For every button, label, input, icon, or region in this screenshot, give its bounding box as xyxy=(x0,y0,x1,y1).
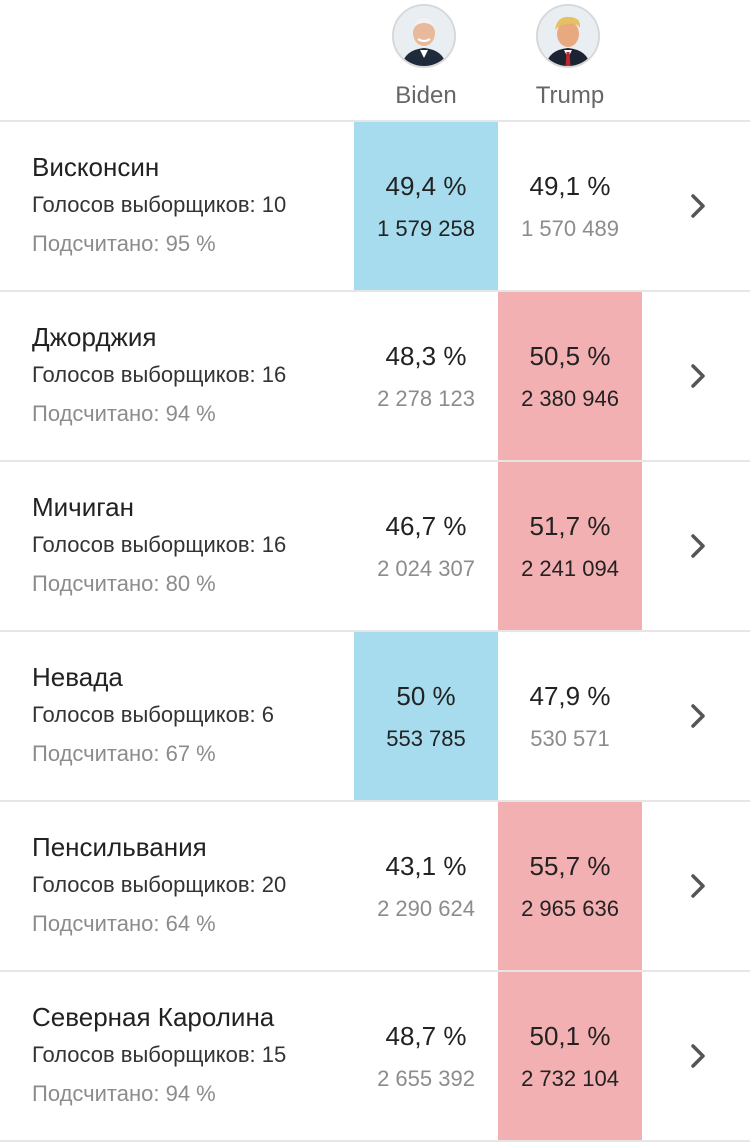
candidate-column-header: Trump xyxy=(498,0,642,122)
vote-percent: 51,7 % xyxy=(529,511,611,541)
state-name: Пенсильвания xyxy=(32,832,207,862)
vote-percent: 50,1 % xyxy=(529,1021,611,1051)
vote-count: 553 785 xyxy=(386,726,466,751)
vote-percent: 49,1 % xyxy=(529,171,611,201)
chevron-right-icon[interactable] xyxy=(686,532,710,560)
state-info: Северная Каролина Голосов выборщиков: 15… xyxy=(32,1002,352,1107)
electoral-votes: Голосов выборщиков: 15 xyxy=(32,1042,287,1067)
candidate-result-cell: 50,1 % 2 732 104 xyxy=(498,972,642,1140)
electoral-votes: Голосов выборщиков: 10 xyxy=(32,192,287,217)
state-row[interactable]: Мичиган Голосов выборщиков: 16 Подсчитан… xyxy=(0,462,750,632)
state-name: Северная Каролина xyxy=(32,1002,275,1032)
vote-percent: 46,7 % xyxy=(385,511,467,541)
counted-percent: Подсчитано: 67 % xyxy=(32,741,216,766)
vote-percent: 49,4 % xyxy=(385,171,467,201)
candidate-avatar xyxy=(392,4,456,68)
candidate-portrait-icon xyxy=(394,6,454,66)
candidate-result-cell: 49,4 % 1 579 258 xyxy=(354,122,498,290)
vote-count: 2 290 624 xyxy=(377,896,475,921)
vote-count: 2 024 307 xyxy=(377,556,475,581)
vote-count: 2 241 094 xyxy=(521,556,619,581)
vote-count: 530 571 xyxy=(530,726,610,751)
counted-percent: Подсчитано: 94 % xyxy=(32,401,216,426)
state-row[interactable]: Северная Каролина Голосов выборщиков: 15… xyxy=(0,972,750,1142)
vote-count: 2 655 392 xyxy=(377,1066,475,1091)
vote-percent: 48,3 % xyxy=(385,341,467,371)
vote-percent: 50,5 % xyxy=(529,341,611,371)
state-name: Висконсин xyxy=(32,152,160,182)
candidate-name: Biden xyxy=(395,82,457,109)
electoral-votes: Голосов выборщиков: 16 xyxy=(32,362,287,387)
electoral-votes: Голосов выборщиков: 6 xyxy=(32,702,275,727)
state-info: Невада Голосов выборщиков: 6 Подсчитано:… xyxy=(32,662,352,767)
candidate-result-cell: 43,1 % 2 290 624 xyxy=(354,802,498,970)
state-row[interactable]: Пенсильвания Голосов выборщиков: 20 Подс… xyxy=(0,802,750,972)
vote-percent: 55,7 % xyxy=(529,851,611,881)
vote-percent: 48,7 % xyxy=(385,1021,467,1051)
chevron-right-icon[interactable] xyxy=(686,192,710,220)
chevron-right-icon[interactable] xyxy=(686,362,710,390)
counted-percent: Подсчитано: 94 % xyxy=(32,1081,216,1106)
counted-percent: Подсчитано: 95 % xyxy=(32,231,216,256)
candidate-portrait-icon xyxy=(538,6,598,66)
vote-count: 2 380 946 xyxy=(521,386,619,411)
state-name: Невада xyxy=(32,662,123,692)
candidate-result-cell: 48,7 % 2 655 392 xyxy=(354,972,498,1140)
state-name: Джорджия xyxy=(32,322,157,352)
vote-count: 1 579 258 xyxy=(377,216,475,241)
chevron-right-icon[interactable] xyxy=(686,872,710,900)
candidate-result-cell: 46,7 % 2 024 307 xyxy=(354,462,498,630)
candidate-result-cell: 48,3 % 2 278 123 xyxy=(354,292,498,460)
state-info: Мичиган Голосов выборщиков: 16 Подсчитан… xyxy=(32,492,352,597)
vote-percent: 43,1 % xyxy=(385,851,467,881)
candidate-name: Trump xyxy=(535,82,605,109)
vote-count: 1 570 489 xyxy=(521,216,619,241)
state-name: Мичиган xyxy=(32,492,134,522)
state-row[interactable]: Невада Голосов выборщиков: 6 Подсчитано:… xyxy=(0,632,750,802)
state-row[interactable]: Висконсин Голосов выборщиков: 10 Подсчит… xyxy=(0,122,750,292)
state-info: Висконсин Голосов выборщиков: 10 Подсчит… xyxy=(32,152,352,257)
candidate-column-header: Biden xyxy=(354,0,498,122)
vote-percent: 50 % xyxy=(396,681,456,711)
vote-count: 2 278 123 xyxy=(377,386,475,411)
electoral-votes: Голосов выборщиков: 16 xyxy=(32,532,287,557)
state-row[interactable]: Джорджия Голосов выборщиков: 16 Подсчита… xyxy=(0,292,750,462)
vote-count: 2 732 104 xyxy=(521,1066,619,1091)
candidate-avatar xyxy=(536,4,600,68)
candidate-result-cell: 55,7 % 2 965 636 xyxy=(498,802,642,970)
candidate-result-cell: 51,7 % 2 241 094 xyxy=(498,462,642,630)
chevron-right-icon[interactable] xyxy=(686,1042,710,1070)
electoral-votes: Голосов выборщиков: 20 xyxy=(32,872,287,897)
state-info: Джорджия Голосов выборщиков: 16 Подсчита… xyxy=(32,322,352,427)
results-header: Biden Trump xyxy=(0,0,750,122)
counted-percent: Подсчитано: 80 % xyxy=(32,571,216,596)
candidate-result-cell: 49,1 % 1 570 489 xyxy=(498,122,642,290)
chevron-right-icon[interactable] xyxy=(686,702,710,730)
vote-percent: 47,9 % xyxy=(529,681,611,711)
candidate-result-cell: 47,9 % 530 571 xyxy=(498,632,642,800)
state-info: Пенсильвания Голосов выборщиков: 20 Подс… xyxy=(32,832,352,937)
state-results-list: Висконсин Голосов выборщиков: 10 Подсчит… xyxy=(0,122,750,1142)
candidate-result-cell: 50,5 % 2 380 946 xyxy=(498,292,642,460)
vote-count: 2 965 636 xyxy=(521,896,619,921)
counted-percent: Подсчитано: 64 % xyxy=(32,911,216,936)
candidate-result-cell: 50 % 553 785 xyxy=(354,632,498,800)
